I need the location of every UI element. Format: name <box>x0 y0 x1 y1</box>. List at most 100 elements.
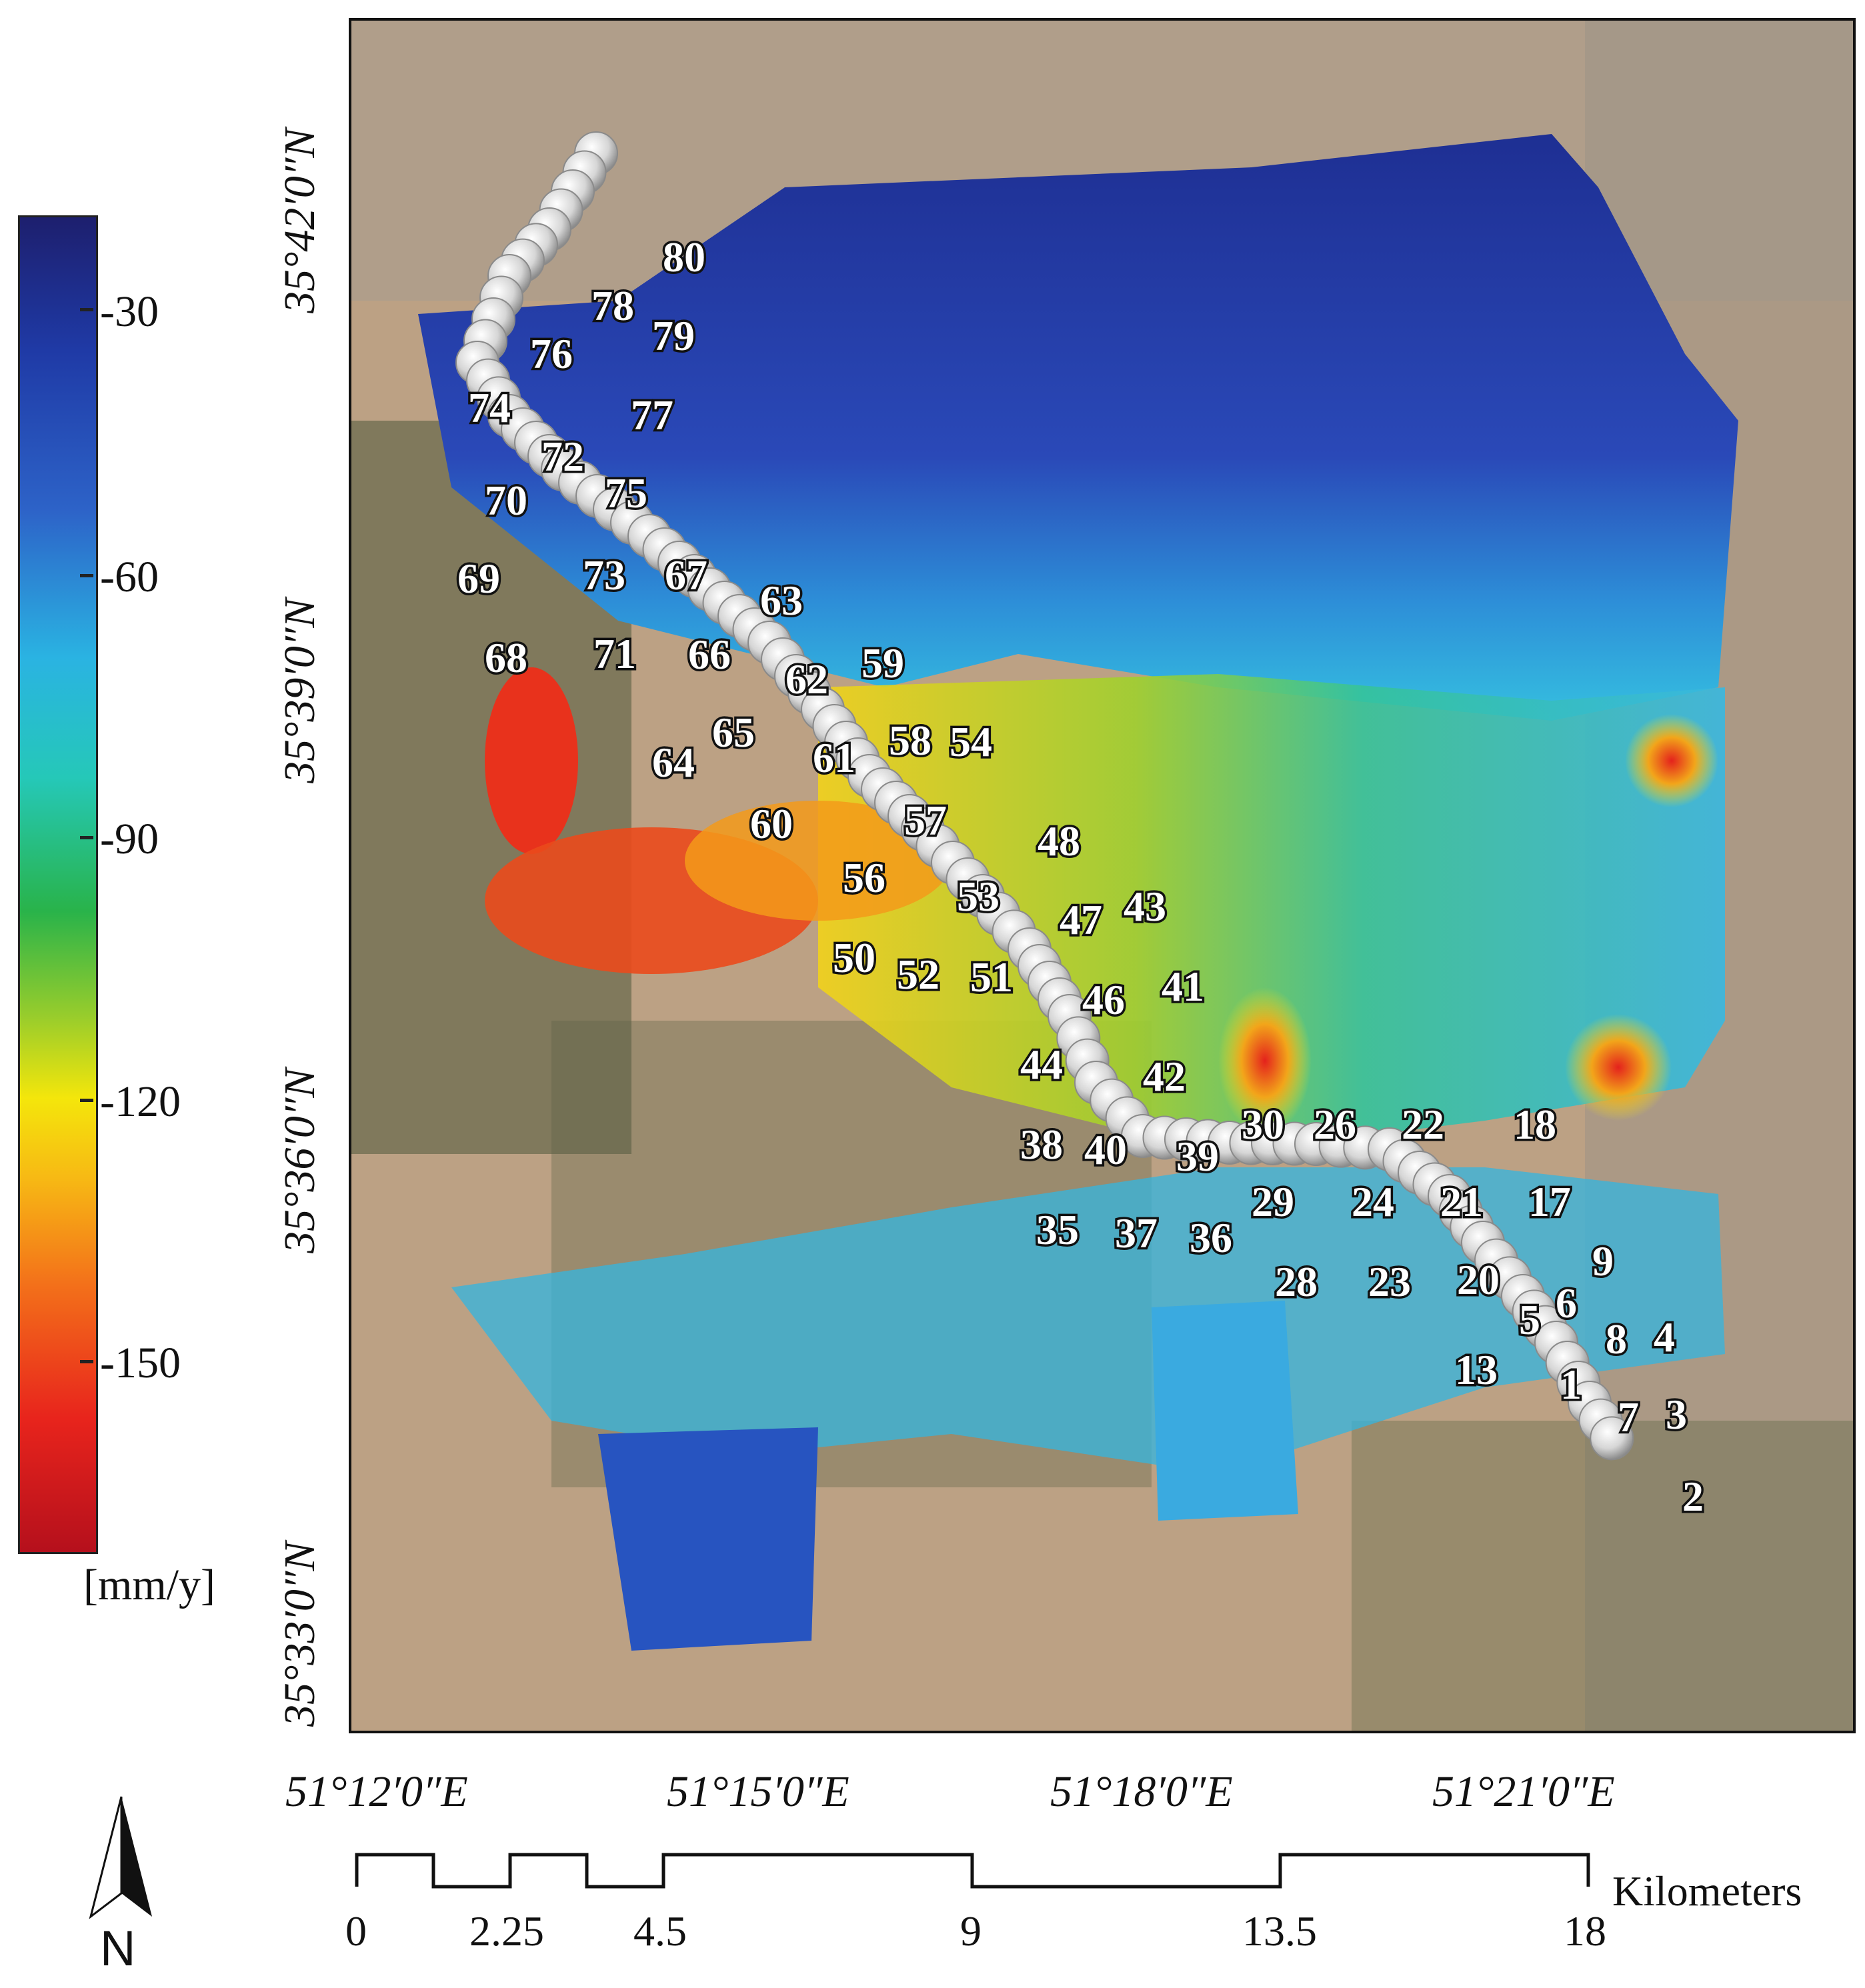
colorbar-label: -150 <box>100 1339 181 1387</box>
point-label: 42 <box>1143 1053 1186 1100</box>
point-label: 54 <box>950 718 992 765</box>
insar-hotspot <box>1625 714 1718 807</box>
north-arrow-label: N <box>100 1921 136 1976</box>
point-label: 2 <box>1682 1473 1704 1520</box>
point-label: 40 <box>1084 1126 1127 1173</box>
point-label: 23 <box>1368 1258 1411 1305</box>
point-label: 39 <box>1176 1133 1219 1180</box>
point-label: 22 <box>1402 1101 1444 1148</box>
profile-path <box>455 131 1634 1461</box>
point-label: 24 <box>1352 1178 1394 1225</box>
point-label: 70 <box>485 477 527 524</box>
point-label: 36 <box>1190 1214 1232 1261</box>
scale-bar <box>355 1853 1590 1889</box>
point-label: 29 <box>1252 1178 1294 1225</box>
point-label: 5 <box>1519 1296 1540 1343</box>
insar-south-block <box>1152 1301 1298 1521</box>
point-label: 78 <box>591 282 634 329</box>
insar-north-zone <box>418 134 1738 721</box>
point-label: 17 <box>1528 1178 1571 1225</box>
scale-bar-label: 4.5 <box>633 1907 687 1955</box>
colorbar-label: -120 <box>100 1077 181 1126</box>
insar-hotspot <box>1218 987 1312 1134</box>
scale-bar-label: 2.25 <box>469 1907 544 1955</box>
colorbar-label: -90 <box>100 815 159 863</box>
point-label: 38 <box>1020 1121 1063 1168</box>
scale-bar-label: 18 <box>1564 1907 1606 1955</box>
point-label: 74 <box>468 384 511 431</box>
point-label: 47 <box>1060 896 1102 943</box>
point-label: 48 <box>1038 817 1080 865</box>
point-label: 4 <box>1654 1313 1675 1361</box>
point-label: 59 <box>861 639 904 687</box>
point-label: 75 <box>605 469 647 517</box>
scale-bar-label: 9 <box>960 1907 982 1955</box>
point-label: 77 <box>631 391 673 439</box>
latitude-label: 35°39′0″N <box>275 598 324 783</box>
colorbar-tick <box>80 574 93 577</box>
latitude-label: 35°33′0″N <box>275 1541 324 1727</box>
insar-hotspot <box>485 667 578 854</box>
colorbar-unit: [mm/y] <box>83 1561 215 1609</box>
point-label: 7 <box>1618 1393 1639 1441</box>
point-label: 79 <box>652 312 695 359</box>
farmland <box>1352 1421 1853 1731</box>
longitude-label: 51°15′0″E <box>667 1767 849 1816</box>
insar-central-zone <box>818 674 1725 1154</box>
point-label: 60 <box>750 800 793 847</box>
point-label: 73 <box>583 551 625 599</box>
longitude-label: 51°21′0″E <box>1432 1767 1615 1816</box>
point-label: 44 <box>1020 1041 1063 1088</box>
point-label: 18 <box>1514 1101 1556 1148</box>
point-label: 57 <box>904 797 947 844</box>
colorbar-tick <box>80 1099 93 1102</box>
latitude-label: 35°36′0″N <box>275 1068 324 1253</box>
longitude-label: 51°12′0″E <box>285 1767 468 1816</box>
insar-south-zone <box>451 1167 1725 1474</box>
point-label: 3 <box>1666 1391 1687 1438</box>
profile-point-marker <box>1590 1416 1634 1461</box>
point-label: 68 <box>485 634 527 681</box>
point-label: 43 <box>1124 883 1166 930</box>
point-label: 50 <box>833 934 875 981</box>
colorbar-tick <box>80 1360 93 1363</box>
point-label: 56 <box>843 854 885 901</box>
point-label: 51 <box>970 953 1013 1001</box>
point-label: 69 <box>457 555 500 602</box>
point-label: 6 <box>1556 1279 1577 1327</box>
point-label: 21 <box>1440 1178 1483 1225</box>
latitude-label: 35°42′0″N <box>275 128 324 313</box>
velocity-colorbar <box>18 215 98 1554</box>
insar-southwest-block <box>598 1427 818 1651</box>
point-label: 37 <box>1115 1209 1158 1257</box>
point-label: 64 <box>652 739 695 786</box>
point-label: 80 <box>663 233 705 281</box>
point-label: 13 <box>1455 1346 1498 1393</box>
scale-bar-label: 13.5 <box>1242 1907 1317 1955</box>
satellite-map: 1 2 3 4 5 6 7 8 9 13 17 18 20 21 22 23 24 26 28 29 30 35 36 37 3… <box>349 18 1856 1733</box>
point-label: 61 <box>813 734 855 781</box>
insar-hotspot <box>685 801 952 921</box>
point-label: 20 <box>1457 1256 1500 1303</box>
point-label: 30 <box>1242 1101 1284 1148</box>
point-label: 46 <box>1082 976 1125 1023</box>
point-label: 28 <box>1275 1258 1318 1305</box>
point-label: 72 <box>541 433 584 480</box>
point-label: 26 <box>1314 1101 1356 1148</box>
longitude-label: 51°18′0″E <box>1050 1767 1233 1816</box>
colorbar-label: -30 <box>100 287 159 336</box>
point-label: 66 <box>688 631 731 678</box>
point-label: 35 <box>1036 1206 1079 1253</box>
point-label: 62 <box>785 655 828 703</box>
colorbar-tick <box>80 836 93 839</box>
point-label: 41 <box>1162 963 1204 1010</box>
point-label: 9 <box>1592 1237 1614 1285</box>
point-label: 8 <box>1606 1315 1627 1363</box>
point-label: 63 <box>760 577 803 624</box>
point-label: 71 <box>593 630 636 677</box>
scale-bar-label: 0 <box>345 1907 367 1955</box>
colorbar-label: -60 <box>100 553 159 601</box>
point-label: 1 <box>1560 1361 1582 1408</box>
